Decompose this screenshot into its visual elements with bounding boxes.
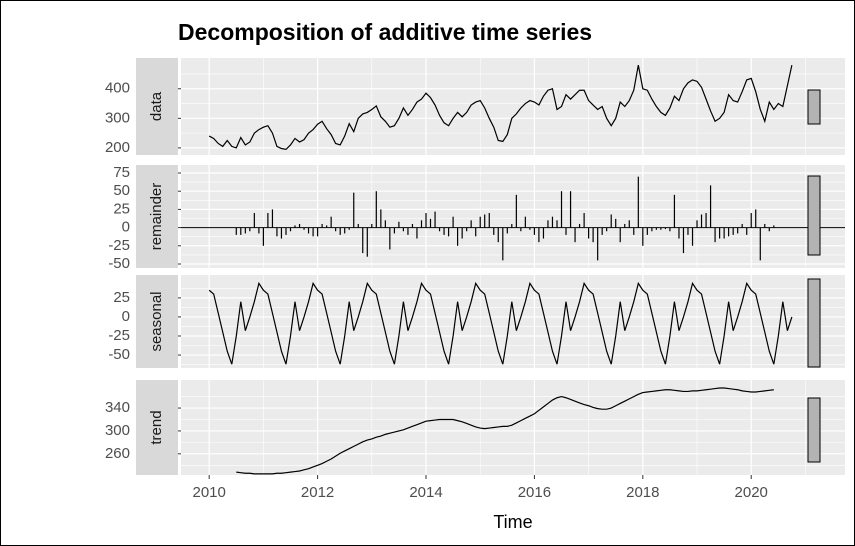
- x-tick-label: 2016: [518, 484, 551, 501]
- strip: [136, 275, 178, 368]
- y-tick-label: -50: [108, 255, 130, 272]
- scale-bar: [807, 89, 821, 125]
- y-tick-label: -25: [108, 237, 130, 254]
- y-tick-label: 25: [113, 200, 130, 217]
- series-line: [208, 64, 793, 151]
- panel-background: [181, 58, 845, 155]
- strip-label: trend: [148, 410, 165, 444]
- x-tick-label: 2018: [626, 484, 659, 501]
- y-tick-label: 0: [122, 219, 130, 236]
- scale-bars: [807, 89, 821, 463]
- panel-background: [181, 165, 845, 268]
- y-tick-label: 260: [105, 445, 130, 462]
- x-tick-label: 2020: [735, 484, 768, 501]
- y-tick-label: 50: [113, 182, 130, 199]
- panels: 200300400data-50-250255075remainder-50-2…: [105, 58, 845, 501]
- series-line: [208, 281, 793, 365]
- x-tick-label: 2012: [301, 484, 334, 501]
- panel-background: [181, 275, 845, 368]
- y-tick-label: 25: [113, 289, 130, 306]
- strip-label: remainder: [148, 183, 165, 251]
- scale-bar: [807, 397, 821, 463]
- y-tick-label: -50: [108, 346, 130, 363]
- scale-bar: [807, 278, 821, 368]
- scale-bar: [807, 175, 821, 256]
- y-tick-label: 200: [105, 139, 130, 156]
- strip-label: seasonal: [148, 291, 165, 351]
- chart-title: Decomposition of additive time series: [178, 19, 592, 45]
- y-tick-label: -25: [108, 327, 130, 344]
- y-tick-label: 75: [113, 164, 130, 181]
- strip: [136, 58, 178, 155]
- series-line: [236, 387, 774, 475]
- x-tick-label: 2010: [192, 484, 225, 501]
- strip-label: data: [148, 91, 165, 121]
- strip: [136, 165, 178, 268]
- panel-background: [181, 380, 845, 475]
- y-tick-label: 0: [122, 308, 130, 325]
- y-tick-label: 300: [105, 422, 130, 439]
- strip: [136, 380, 178, 475]
- y-tick-label: 300: [105, 109, 130, 126]
- y-tick-label: 340: [105, 399, 130, 416]
- x-tick-label: 2014: [409, 484, 442, 501]
- x-axis-label: Time: [493, 512, 532, 532]
- y-tick-label: 400: [105, 80, 130, 97]
